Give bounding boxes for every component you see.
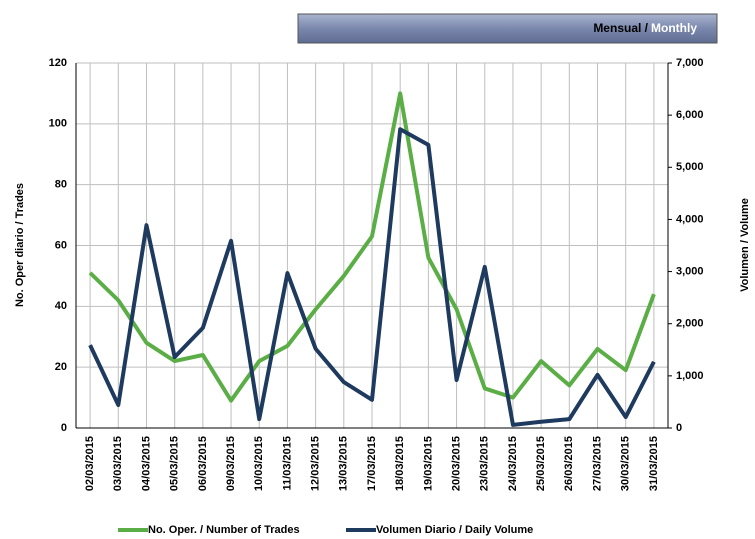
x-tick-label: 05/03/2015 [169,436,181,491]
y-tick-label: 80 [55,179,67,191]
x-tick-label: 20/03/2015 [450,436,462,491]
y2-tick-label: 6,000 [676,109,704,121]
y-tick-label: 0 [61,422,67,434]
x-tick-label: 03/03/2015 [112,436,124,491]
x-tick-label: 04/03/2015 [140,436,152,491]
x-tick-label: 27/03/2015 [591,436,603,491]
x-tick-label: 06/03/2015 [197,436,209,491]
y2-tick-label: 3,000 [676,265,704,277]
x-tick-label: 24/03/2015 [507,436,519,491]
y-tick-label: 40 [55,300,67,312]
x-tick-label: 11/03/2015 [281,436,293,490]
y-axis-label: No. Oper diario / Trades [14,183,26,307]
x-tick-label: 02/03/2015 [84,436,96,491]
x-tick-label: 25/03/2015 [535,436,547,491]
legend-label: Volumen Diario / Daily Volume [376,524,533,536]
x-tick-label: 26/03/2015 [563,436,575,491]
banner-right: Monthly [651,21,697,35]
y2-tick-label: 5,000 [676,161,704,173]
x-tick-label: 23/03/2015 [479,436,491,491]
x-tick-label: 18/03/2015 [394,436,406,491]
y-tick-label: 60 [55,239,67,251]
y-tick-label: 120 [49,57,67,69]
y2-tick-label: 4,000 [676,213,704,225]
x-tick-label: 12/03/2015 [310,436,322,491]
y2-tick-label: 7,000 [676,57,704,69]
x-tick-label: 30/03/2015 [620,436,632,491]
x-tick-label: 09/03/2015 [225,436,237,491]
y2-tick-label: 0 [676,422,682,434]
x-tick-label: 13/03/2015 [338,436,350,491]
y2-axis-label: Volumen / Volume [739,198,751,292]
banner [297,13,718,44]
x-tick-label: 19/03/2015 [422,436,434,491]
x-tick-label: 31/03/2015 [648,436,660,491]
banner-left: Mensual / [593,21,648,35]
x-tick-label: 10/03/2015 [253,436,265,491]
y2-tick-label: 1,000 [676,370,704,382]
y-tick-label: 20 [55,361,67,373]
y2-tick-label: 2,000 [676,318,704,330]
y-tick-label: 100 [49,118,67,130]
series-line [88,91,656,403]
x-tick-label: 17/03/2015 [366,436,378,491]
legend-label: No. Oper. / Number of Trades [148,524,300,536]
series-line [88,127,656,427]
